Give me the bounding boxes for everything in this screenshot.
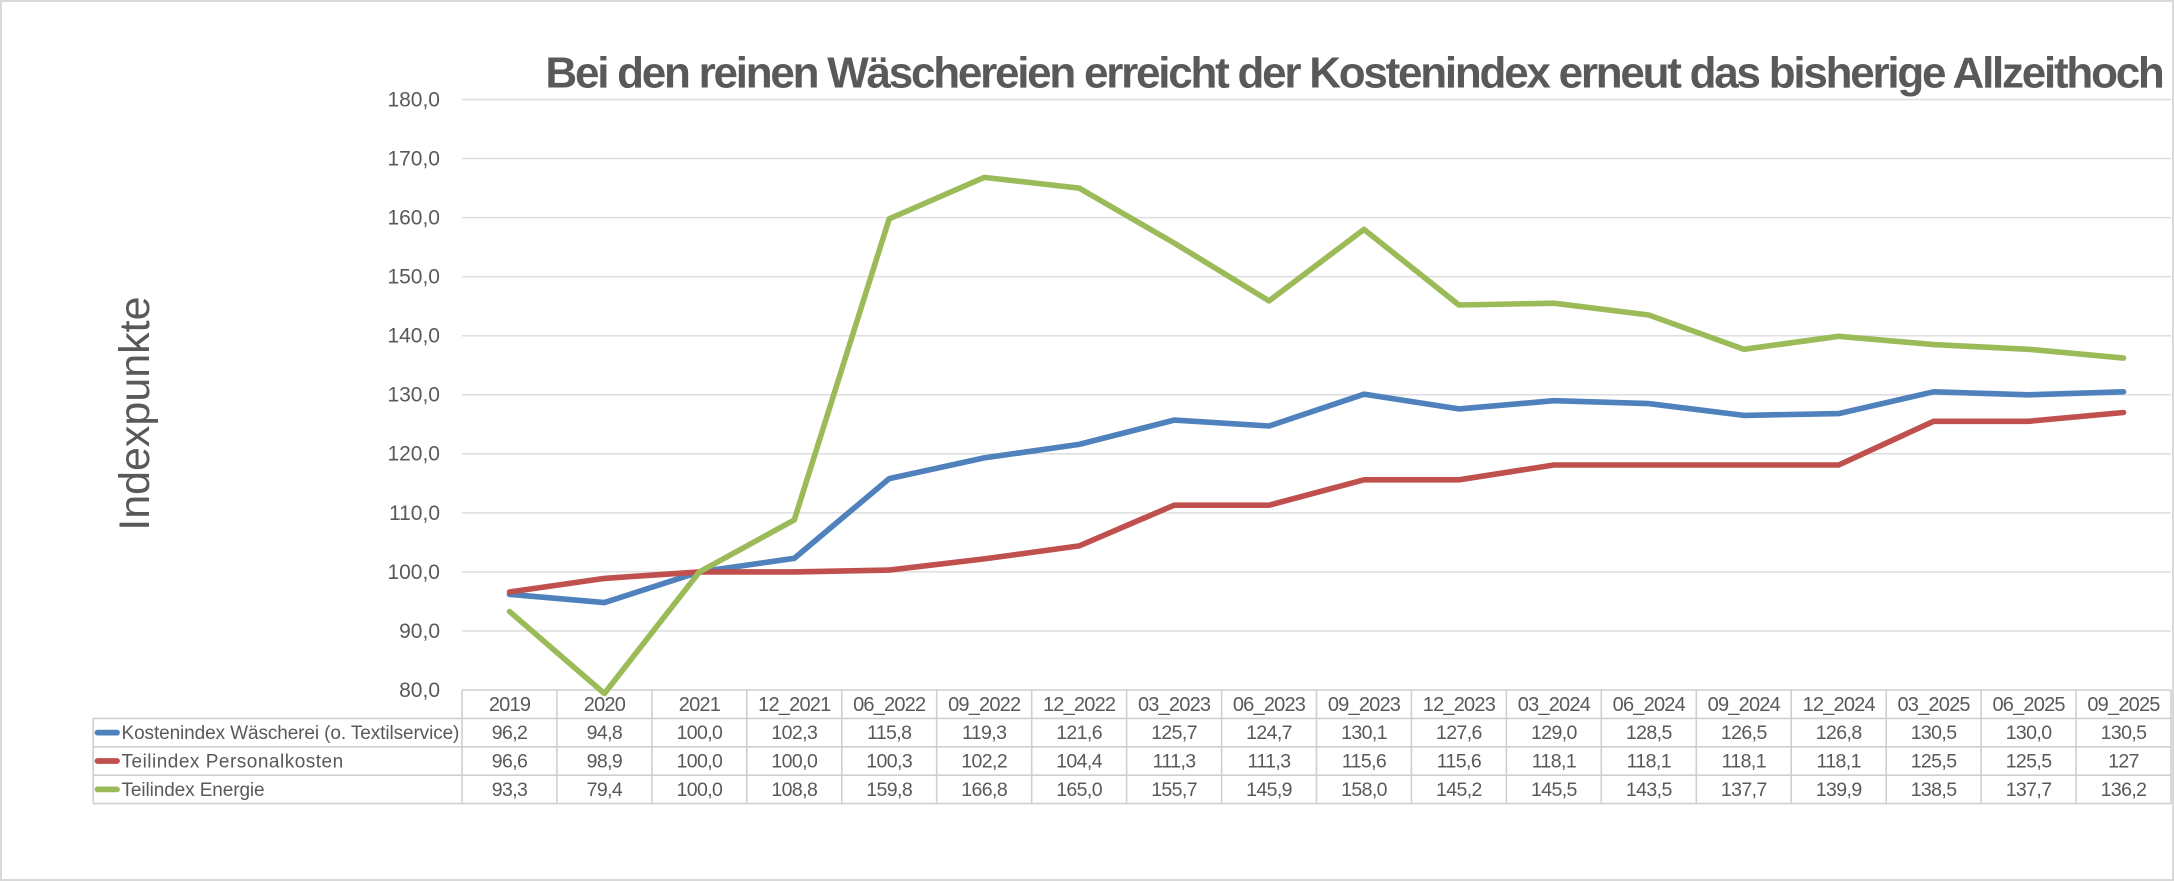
svg-text:124,7: 124,7 (1246, 722, 1292, 744)
svg-text:12_2023: 12_2023 (1423, 694, 1496, 716)
svg-text:102,2: 102,2 (961, 750, 1007, 772)
svg-text:130,5: 130,5 (2101, 722, 2148, 744)
svg-text:Teilindex Energie: Teilindex Energie (122, 780, 265, 801)
svg-text:158,0: 158,0 (1341, 779, 1388, 801)
svg-text:170,0: 170,0 (387, 147, 440, 170)
svg-text:90,0: 90,0 (399, 620, 440, 643)
svg-text:125,7: 125,7 (1151, 722, 1197, 744)
svg-text:155,7: 155,7 (1151, 779, 1197, 801)
svg-text:127: 127 (2108, 750, 2139, 772)
svg-text:104,4: 104,4 (1056, 750, 1103, 772)
svg-text:145,9: 145,9 (1246, 779, 1292, 801)
svg-text:125,5: 125,5 (2006, 750, 2053, 772)
svg-text:110,0: 110,0 (389, 502, 440, 525)
svg-text:143,5: 143,5 (1626, 779, 1673, 801)
svg-text:Indexpunkte: Indexpunkte (111, 296, 159, 530)
svg-text:121,6: 121,6 (1056, 722, 1102, 744)
svg-text:126,5: 126,5 (1721, 722, 1768, 744)
svg-text:137,7: 137,7 (1721, 779, 1767, 801)
svg-text:138,5: 138,5 (1911, 779, 1958, 801)
svg-text:100,0: 100,0 (387, 561, 440, 584)
svg-text:127,6: 127,6 (1436, 722, 1482, 744)
svg-text:125,5: 125,5 (1911, 750, 1958, 772)
svg-text:12_2022: 12_2022 (1043, 694, 1116, 716)
svg-text:Bei den reinen Wäschereien err: Bei den reinen Wäschereien erreicht der … (545, 49, 2163, 98)
svg-text:165,0: 165,0 (1056, 779, 1103, 801)
svg-text:2021: 2021 (679, 694, 721, 716)
svg-text:06_2025: 06_2025 (1992, 694, 2065, 716)
svg-text:100,0: 100,0 (676, 722, 723, 744)
svg-text:06_2024: 06_2024 (1613, 694, 1686, 716)
svg-text:130,5: 130,5 (1911, 722, 1958, 744)
svg-text:09_2022: 09_2022 (948, 694, 1021, 716)
svg-text:128,5: 128,5 (1626, 722, 1673, 744)
svg-text:2020: 2020 (584, 694, 626, 716)
svg-text:93,3: 93,3 (492, 779, 528, 801)
svg-text:12_2021: 12_2021 (758, 694, 831, 716)
svg-text:03_2023: 03_2023 (1138, 694, 1211, 716)
svg-text:09_2023: 09_2023 (1328, 694, 1401, 716)
svg-text:2019: 2019 (489, 694, 531, 716)
svg-text:80,0: 80,0 (399, 679, 440, 702)
svg-text:03_2025: 03_2025 (1897, 694, 1970, 716)
svg-text:Teilindex Personalkosten: Teilindex Personalkosten (122, 751, 344, 772)
svg-text:145,5: 145,5 (1531, 779, 1578, 801)
svg-text:126,8: 126,8 (1816, 722, 1862, 744)
svg-text:115,6: 115,6 (1437, 750, 1481, 772)
svg-text:79,4: 79,4 (587, 779, 623, 801)
svg-text:09_2025: 09_2025 (2087, 694, 2160, 716)
svg-text:120,0: 120,0 (387, 443, 440, 466)
svg-text:160,0: 160,0 (387, 207, 440, 230)
svg-text:150,0: 150,0 (387, 266, 440, 289)
svg-text:130,0: 130,0 (387, 384, 440, 407)
svg-text:102,3: 102,3 (771, 722, 817, 744)
svg-text:Kostenindex Wäscherei (o. Text: Kostenindex Wäscherei (o. Textilservice) (122, 723, 460, 744)
svg-text:118,1: 118,1 (1722, 750, 1766, 772)
svg-text:03_2024: 03_2024 (1518, 694, 1591, 716)
svg-text:130,0: 130,0 (2006, 722, 2053, 744)
svg-text:140,0: 140,0 (387, 325, 440, 348)
svg-text:115,8: 115,8 (867, 722, 911, 744)
svg-text:96,2: 96,2 (492, 722, 528, 744)
svg-text:118,1: 118,1 (1532, 750, 1576, 772)
svg-text:108,8: 108,8 (771, 779, 817, 801)
svg-text:136,2: 136,2 (2101, 779, 2147, 801)
svg-text:166,8: 166,8 (961, 779, 1007, 801)
svg-text:139,9: 139,9 (1816, 779, 1862, 801)
svg-text:96,6: 96,6 (492, 750, 528, 772)
svg-text:159,8: 159,8 (866, 779, 912, 801)
svg-text:111,3: 111,3 (1248, 750, 1291, 772)
svg-text:130,1: 130,1 (1341, 722, 1387, 744)
svg-text:100,0: 100,0 (676, 779, 723, 801)
svg-text:06_2022: 06_2022 (853, 694, 926, 716)
svg-text:98,9: 98,9 (587, 750, 623, 772)
svg-text:94,8: 94,8 (587, 722, 623, 744)
svg-text:118,1: 118,1 (1817, 750, 1861, 772)
svg-text:111,3: 111,3 (1153, 750, 1196, 772)
svg-text:119,3: 119,3 (962, 722, 1006, 744)
svg-text:129,0: 129,0 (1531, 722, 1578, 744)
svg-text:115,6: 115,6 (1342, 750, 1386, 772)
svg-text:145,2: 145,2 (1436, 779, 1482, 801)
svg-text:09_2024: 09_2024 (1708, 694, 1781, 716)
svg-text:100,0: 100,0 (676, 750, 723, 772)
svg-text:100,3: 100,3 (866, 750, 912, 772)
svg-text:100,0: 100,0 (771, 750, 818, 772)
svg-text:180,0: 180,0 (387, 88, 440, 111)
svg-text:137,7: 137,7 (2006, 779, 2052, 801)
svg-text:118,1: 118,1 (1627, 750, 1671, 772)
svg-text:06_2023: 06_2023 (1233, 694, 1306, 716)
svg-text:12_2024: 12_2024 (1803, 694, 1876, 716)
